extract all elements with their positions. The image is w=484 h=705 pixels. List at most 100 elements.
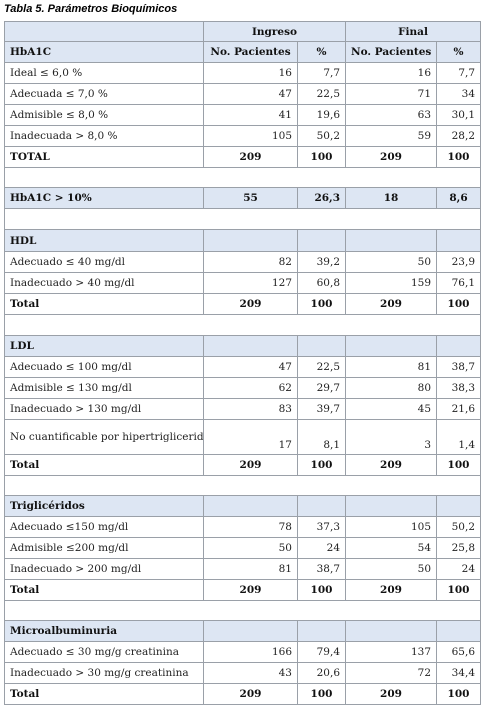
final-pct: 28,2 xyxy=(436,125,482,147)
header-hba1c: HbA1C xyxy=(4,41,204,63)
final-count: 50 xyxy=(345,558,438,580)
ingreso-pct: 7,7 xyxy=(296,62,347,84)
total-row: Total 209 100 209 100 xyxy=(4,454,482,476)
row-label: Adecuado ≤ 100 mg/dl xyxy=(4,356,204,378)
final-count: 209 xyxy=(345,454,438,476)
ingreso-pct: 100 xyxy=(296,293,347,315)
final-count: 45 xyxy=(345,398,438,420)
section-title: LDL xyxy=(4,335,204,357)
header-final-pacientes: No. Pacientes xyxy=(345,41,438,63)
final-count: 54 xyxy=(345,537,438,559)
total-row: TOTAL 209 100 209 100 xyxy=(4,146,482,168)
ingreso-pct: 100 xyxy=(296,454,347,476)
ingreso-count: 17 xyxy=(203,419,298,455)
row-label: Adecuado ≤150 mg/dl xyxy=(4,516,204,538)
final-pct: 23,9 xyxy=(436,251,482,273)
spacer-row xyxy=(3,167,482,188)
ingreso-count: 47 xyxy=(203,356,298,378)
row-label: HbA1C > 10% xyxy=(4,187,204,209)
row-label: Ideal ≤ 6,0 % xyxy=(4,62,204,84)
ingreso-count: 47 xyxy=(203,83,298,105)
final-pct: 24 xyxy=(436,558,482,580)
ingreso-count: 209 xyxy=(203,579,298,601)
ingreso-pct: 100 xyxy=(296,579,347,601)
section-header-hdl: HDL xyxy=(4,229,482,252)
ingreso-count: 209 xyxy=(203,683,298,705)
final-pct: 25,8 xyxy=(436,537,482,559)
final-pct: 38,7 xyxy=(436,356,482,378)
ingreso-pct: 29,7 xyxy=(296,377,347,399)
final-count: 159 xyxy=(345,272,438,294)
ingreso-count: 16 xyxy=(203,62,298,84)
table-row: Inadecuada > 8,0 % 105 50,2 59 28,2 xyxy=(4,125,482,147)
table-caption: Tabla 5. Parámetros Bioquímicos xyxy=(4,3,178,15)
final-pct: 100 xyxy=(436,146,482,168)
final-count: 72 xyxy=(345,662,438,684)
table-row: Ideal ≤ 6,0 % 16 7,7 16 7,7 xyxy=(4,62,482,84)
ingreso-pct: 22,5 xyxy=(296,83,347,105)
ingreso-count: 127 xyxy=(203,272,298,294)
row-label: Inadecuado > 130 mg/dl xyxy=(4,398,204,420)
final-count: 209 xyxy=(345,683,438,705)
table-row: Inadecuado > 40 mg/dl 127 60,8 159 76,1 xyxy=(4,272,482,294)
ingreso-count: 62 xyxy=(203,377,298,399)
table-row: Adecuado ≤150 mg/dl 78 37,3 105 50,2 xyxy=(4,516,482,538)
final-count: 3 xyxy=(345,419,438,455)
ingreso-count: 166 xyxy=(203,641,298,663)
total-row: Total 209 100 209 100 xyxy=(4,293,482,315)
spacer-row xyxy=(3,475,482,496)
header-final: Final xyxy=(345,21,482,42)
header-empty-cell xyxy=(4,21,204,42)
final-count: 16 xyxy=(345,62,438,84)
final-count: 209 xyxy=(345,293,438,315)
table-row: Adecuado ≤ 100 mg/dl 47 22,5 81 38,7 xyxy=(4,356,482,378)
final-count: 209 xyxy=(345,579,438,601)
row-label: Inadecuado > 30 mg/g creatinina xyxy=(4,662,204,684)
final-count: 71 xyxy=(345,83,438,105)
ingreso-pct: 39,2 xyxy=(296,251,347,273)
row-label: Admisible ≤ 8,0 % xyxy=(4,104,204,126)
ingreso-pct: 22,5 xyxy=(296,356,347,378)
total-label: Total xyxy=(4,579,204,601)
final-pct: 100 xyxy=(436,579,482,601)
table-row: Admisible ≤ 130 mg/dl 62 29,7 80 38,3 xyxy=(4,377,482,399)
ingreso-count: 81 xyxy=(203,558,298,580)
ingreso-count: 209 xyxy=(203,146,298,168)
ingreso-pct: 8,1 xyxy=(296,419,347,455)
header-ingreso-pacientes: No. Pacientes xyxy=(203,41,298,63)
final-pct: 50,2 xyxy=(436,516,482,538)
final-count: 105 xyxy=(345,516,438,538)
ingreso-count: 209 xyxy=(203,293,298,315)
final-count: 137 xyxy=(345,641,438,663)
final-pct: 65,6 xyxy=(436,641,482,663)
table-row: Inadecuado > 130 mg/dl 83 39,7 45 21,6 xyxy=(4,398,482,420)
section-title: Microalbuminuria xyxy=(4,620,204,642)
final-count: 81 xyxy=(345,356,438,378)
row-label: Adecuada ≤ 7,0 % xyxy=(4,83,204,105)
table-row: No cuantificable por hipertrigliceridemi… xyxy=(4,419,482,455)
biochemical-parameters-table: Ingreso Final HbA1C No. Pacientes % No. … xyxy=(3,21,482,705)
ingreso-count: 83 xyxy=(203,398,298,420)
ingreso-pct: 100 xyxy=(296,146,347,168)
ingreso-pct: 60,8 xyxy=(296,272,347,294)
final-pct: 38,3 xyxy=(436,377,482,399)
total-label: Total xyxy=(4,683,204,705)
spacer-row xyxy=(3,600,482,621)
final-pct: 100 xyxy=(436,683,482,705)
ingreso-pct: 38,7 xyxy=(296,558,347,580)
section-header-trigliceridos: Triglicéridos xyxy=(4,495,482,517)
ingreso-pct: 50,2 xyxy=(296,125,347,147)
final-count: 63 xyxy=(345,104,438,126)
header-ingreso: Ingreso xyxy=(202,21,347,42)
row-label: Inadecuado > 40 mg/dl xyxy=(4,272,204,294)
ingreso-pct: 26,3 xyxy=(296,187,347,209)
table-row: Admisible ≤ 8,0 % 41 19,6 63 30,1 xyxy=(4,104,482,126)
section-title: Triglicéridos xyxy=(4,495,204,517)
total-label: TOTAL xyxy=(4,146,204,168)
section-title: HDL xyxy=(4,229,204,252)
spacer-row xyxy=(3,208,482,230)
row-label: Admisible ≤ 130 mg/dl xyxy=(4,377,204,399)
ingreso-pct: 20,6 xyxy=(296,662,347,684)
total-label: Total xyxy=(4,454,204,476)
row-label: Admisible ≤200 mg/dl xyxy=(4,537,204,559)
